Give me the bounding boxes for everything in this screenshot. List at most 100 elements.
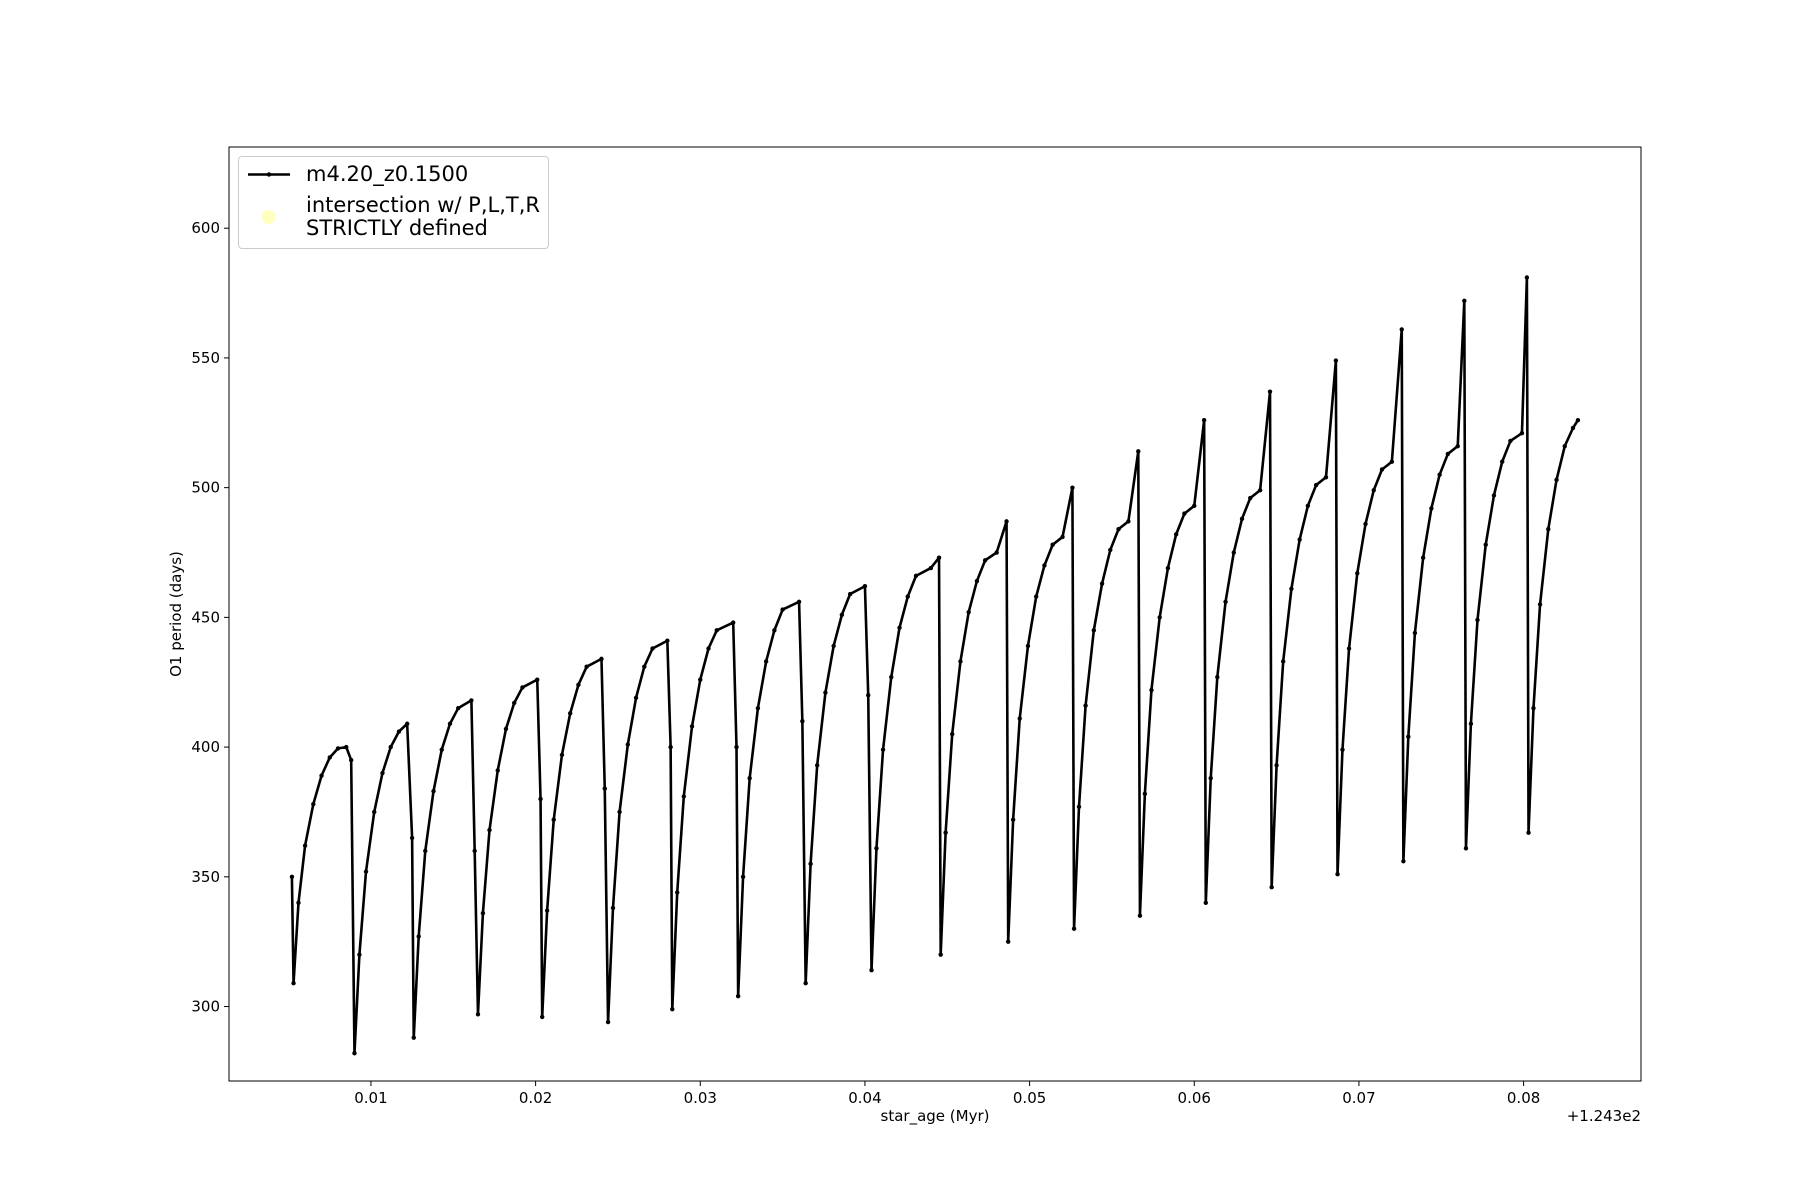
point-marker	[1070, 485, 1075, 490]
point-marker	[495, 768, 500, 773]
y-tick-label: 550	[191, 349, 220, 367]
point-marker	[665, 638, 670, 643]
point-marker	[535, 677, 540, 682]
point-marker	[1429, 506, 1434, 511]
point-marker	[1323, 475, 1329, 480]
point-marker	[472, 848, 477, 854]
point-marker	[800, 718, 805, 724]
point-marker	[1355, 571, 1360, 576]
point-marker	[1033, 594, 1039, 599]
point-marker	[469, 698, 474, 703]
point-marker	[874, 846, 879, 851]
point-marker	[456, 705, 461, 711]
point-marker	[943, 830, 948, 835]
point-marker	[880, 747, 886, 752]
point-marker	[772, 628, 777, 633]
point-marker	[1248, 495, 1253, 501]
x-tick-label: 0.07	[1342, 1089, 1375, 1107]
point-marker	[1546, 526, 1551, 532]
point-marker	[551, 817, 556, 822]
point-marker	[447, 721, 453, 726]
point-marker	[1005, 939, 1011, 944]
legend-label: m4.20_z0.1500	[306, 162, 469, 186]
point-marker	[839, 612, 845, 617]
point-marker	[780, 607, 785, 612]
point-marker	[1280, 659, 1286, 664]
point-marker	[1333, 358, 1339, 363]
point-marker	[1455, 443, 1460, 449]
point-marker	[814, 763, 820, 768]
point-marker	[740, 874, 746, 880]
point-marker	[1269, 884, 1274, 890]
point-marker	[1137, 913, 1143, 918]
point-marker	[363, 869, 369, 874]
point-marker	[1203, 900, 1208, 905]
point-marker	[808, 861, 813, 867]
point-marker	[520, 685, 525, 690]
y-tick-label: 350	[191, 868, 220, 886]
y-axis-label: O1 period (days)	[167, 551, 185, 677]
point-marker	[539, 1014, 545, 1020]
point-marker	[936, 555, 942, 560]
y-tick-label: 500	[191, 479, 220, 497]
x-axis-label: star_age (Myr)	[881, 1107, 990, 1126]
point-marker	[668, 744, 673, 750]
point-marker	[1136, 449, 1141, 454]
point-marker	[1531, 705, 1536, 711]
point-marker	[1519, 430, 1525, 436]
point-marker	[1215, 674, 1220, 680]
point-marker	[1126, 519, 1131, 524]
point-marker	[731, 620, 736, 625]
point-marker	[319, 773, 324, 778]
y-tick-label: 400	[191, 738, 220, 756]
point-marker	[1401, 859, 1406, 864]
point-marker	[487, 827, 492, 833]
point-marker	[755, 705, 761, 711]
point-marker	[1508, 438, 1513, 444]
point-marker	[431, 789, 436, 794]
point-marker	[1201, 417, 1207, 423]
point-marker	[1412, 630, 1418, 636]
point-marker	[327, 755, 332, 760]
point-marker	[1420, 555, 1426, 560]
point-marker	[747, 776, 752, 781]
point-marker	[617, 809, 622, 815]
x-tick-label: 0.08	[1507, 1089, 1540, 1107]
point-marker	[1462, 298, 1467, 304]
axes-frame	[228, 146, 1642, 1082]
point-marker	[913, 573, 919, 579]
point-marker	[538, 796, 543, 802]
x-tick-label: 0.02	[519, 1089, 552, 1107]
point-marker	[1091, 628, 1097, 633]
point-marker	[559, 752, 565, 758]
point-marker	[1071, 926, 1077, 931]
point-marker	[511, 700, 517, 706]
point-marker	[409, 835, 415, 841]
point-marker	[1389, 459, 1395, 464]
point-marker	[938, 952, 943, 957]
point-marker	[734, 744, 739, 750]
point-marker	[1025, 643, 1031, 649]
point-marker	[348, 757, 354, 763]
point-marker	[1257, 488, 1263, 493]
point-marker	[610, 905, 616, 911]
point-marker	[1267, 389, 1273, 394]
point-marker	[1017, 716, 1022, 721]
point-marker	[847, 591, 853, 597]
point-marker	[889, 674, 894, 680]
point-marker	[642, 664, 647, 669]
point-marker	[974, 578, 980, 584]
point-marker	[714, 628, 719, 633]
point-marker	[372, 809, 377, 815]
point-marker	[1526, 830, 1531, 835]
point-marker	[1305, 503, 1311, 509]
point-marker	[396, 729, 402, 734]
x-tick-label: 0.03	[684, 1089, 717, 1107]
legend-label: intersection w/ P,L,T,R STRICTLY defined	[306, 193, 540, 240]
x-tick-label: 0.06	[1178, 1089, 1211, 1107]
point-marker	[831, 643, 836, 649]
point-marker	[625, 742, 631, 747]
point-marker	[763, 659, 769, 664]
